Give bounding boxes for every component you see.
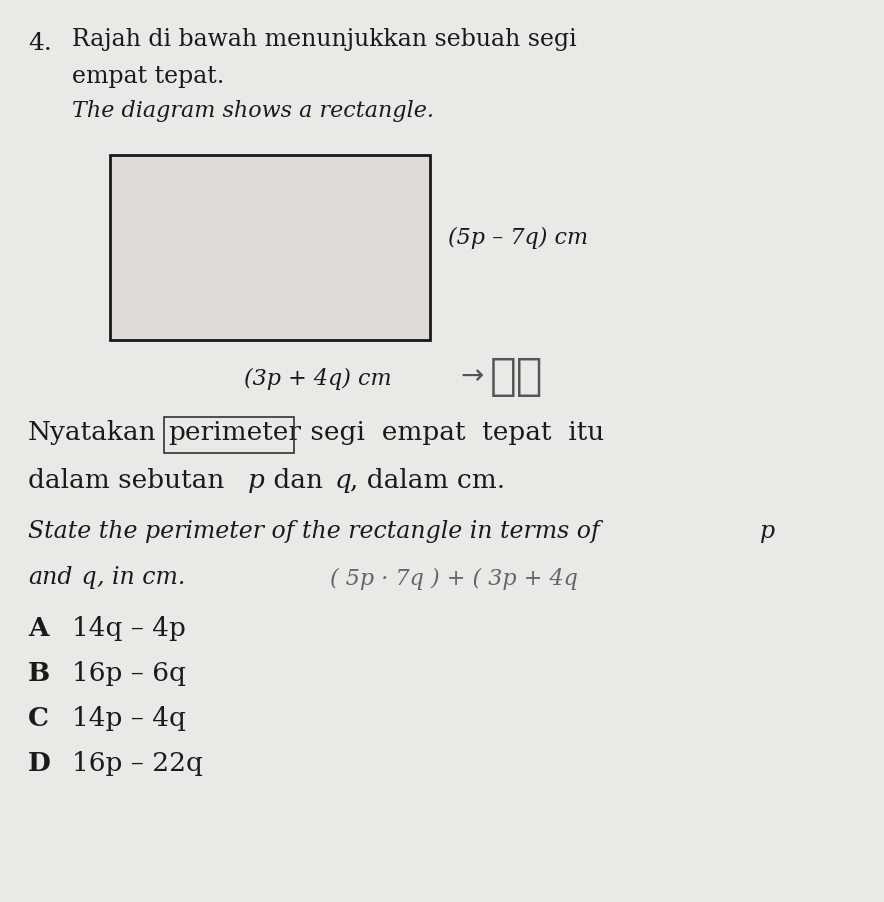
Text: Rajah di bawah menunjukkan sebuah segi: Rajah di bawah menunjukkan sebuah segi	[72, 28, 576, 51]
Text: , in cm.: , in cm.	[97, 566, 186, 589]
Text: empat tepat.: empat tepat.	[72, 65, 225, 88]
Text: p: p	[760, 520, 775, 543]
Text: p: p	[248, 468, 265, 493]
Text: q: q	[335, 468, 352, 493]
Text: , dalam cm.: , dalam cm.	[350, 468, 505, 493]
Text: 16p – 6q: 16p – 6q	[72, 661, 186, 686]
Text: B: B	[28, 661, 50, 686]
Text: ( 5p · 7q ) + ( 3p + 4q: ( 5p · 7q ) + ( 3p + 4q	[330, 568, 578, 590]
Text: 14q – 4p: 14q – 4p	[72, 616, 186, 641]
Text: 14p – 4q: 14p – 4q	[72, 706, 186, 731]
Text: C: C	[28, 706, 49, 731]
Text: 周长: 周长	[490, 355, 544, 398]
Text: dalam sebutan: dalam sebutan	[28, 468, 232, 493]
Text: (3p + 4q) cm: (3p + 4q) cm	[244, 368, 392, 390]
Text: (5p – 7q) cm: (5p – 7q) cm	[448, 227, 588, 249]
Text: D: D	[28, 751, 51, 776]
Text: and: and	[28, 566, 72, 589]
Text: A: A	[28, 616, 49, 641]
Bar	[110, 155, 430, 340]
Text: →: →	[460, 362, 484, 390]
Text: dan: dan	[265, 468, 332, 493]
Text: 4.: 4.	[28, 32, 52, 55]
Text: Nyatakan: Nyatakan	[28, 420, 156, 445]
Text: State the perimeter of the rectangle in terms of: State the perimeter of the rectangle in …	[28, 520, 599, 543]
Text: 16p – 22q: 16p – 22q	[72, 751, 202, 776]
Text: The diagram shows a rectangle.: The diagram shows a rectangle.	[72, 100, 434, 122]
Text: perimeter: perimeter	[168, 420, 301, 445]
Text: segi  empat  tepat  itu: segi empat tepat itu	[302, 420, 605, 445]
Text: q: q	[74, 566, 96, 589]
